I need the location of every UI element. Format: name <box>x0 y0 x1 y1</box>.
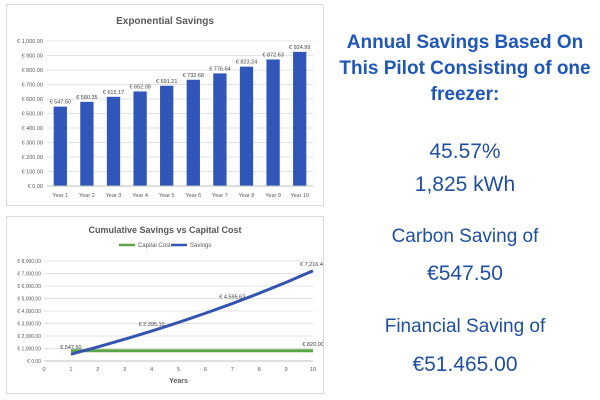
y-tick-label: € 800.00 <box>22 68 43 74</box>
x-tick-label: 8 <box>258 367 261 373</box>
y-tick-label: € 500.00 <box>22 112 43 118</box>
y-tick-label: € 600.00 <box>22 97 43 103</box>
x-tick-label: Year 3 <box>106 193 122 199</box>
x-tick-label: 7 <box>231 367 234 373</box>
y-tick-label: € 4,000.00 <box>17 309 41 315</box>
data-label: € 547.50 <box>60 345 81 351</box>
chart-title: Cumulative Savings vs Capital Cost <box>88 225 241 235</box>
y-tick-label: € 3,000.00 <box>17 322 41 328</box>
y-tick-label: € 400.00 <box>22 126 43 132</box>
x-tick-label: 10 <box>310 367 316 373</box>
data-label: € 691.21 <box>156 79 177 85</box>
x-tick-label: 0 <box>42 367 45 373</box>
y-tick-label: € 5,000.00 <box>17 297 41 303</box>
bar <box>80 101 94 186</box>
data-label: € 924.99 <box>289 45 310 51</box>
x-axis-label: Years <box>169 378 188 385</box>
bar <box>133 91 147 186</box>
cumulative-savings-chart: Cumulative Savings vs Capital Cost Capita… <box>6 216 326 394</box>
y-tick-label: € 200.00 <box>22 155 43 161</box>
data-label: € 652.08 <box>129 84 150 90</box>
x-tick-label: Year 2 <box>79 193 95 199</box>
x-tick-label: 3 <box>123 367 126 373</box>
legend-label: Savings <box>190 243 211 249</box>
y-tick-label: € 1,000.00 <box>17 347 41 353</box>
financial-saving-label: Financial Saving of <box>384 316 546 337</box>
x-tick-label: Year 10 <box>290 193 309 199</box>
energy-saving: 1,825 kWh <box>414 173 516 196</box>
series-line <box>70 269 314 356</box>
data-label: € 580.35 <box>76 95 97 101</box>
data-label: € 872.63 <box>262 52 283 58</box>
exponential-savings-chart: Exponential Savings € 0.00 € 100.00 € 200.0… <box>6 4 324 206</box>
summary-headline: Annual Savings Based On This Pilot Consi… <box>339 32 591 105</box>
x-tick-label: Year 7 <box>212 193 228 199</box>
legend-label: Capital Cost <box>138 243 171 249</box>
y-tick-label: € 6,000.00 <box>17 284 41 290</box>
line-chart-svg: Cumulative Savings vs Capital Cost Capita… <box>17 225 326 385</box>
carbon-saving-value: €547.50 <box>427 262 503 285</box>
x-tick-label: 6 <box>204 367 207 373</box>
bar <box>239 66 254 186</box>
data-label: € 4,595.63 <box>219 295 245 301</box>
bar <box>106 96 121 186</box>
y-tick-label: € 900.00 <box>22 54 43 60</box>
y-tick-label: € 2,000.00 <box>17 334 41 340</box>
data-label: € 7,216.49 <box>300 262 323 268</box>
bar-chart-svg: Exponential Savings € 0.00 € 100.00 € 200.0… <box>17 16 313 199</box>
x-tick-label: Year 5 <box>159 193 175 199</box>
x-tick-label: 4 <box>150 367 153 373</box>
financial-saving-value: €51.465.00 <box>412 353 518 376</box>
x-tick-label: Year 4 <box>132 193 148 199</box>
bar <box>293 51 307 186</box>
y-tick-label: € 700.00 <box>22 83 43 89</box>
y-tick-label: € 7,000.00 <box>17 272 41 278</box>
y-tick-label: € 0.00 <box>28 184 43 190</box>
chart-title: Exponential Savings <box>116 16 214 27</box>
x-tick-label: 9 <box>285 367 288 373</box>
y-tick-label: € 100.00 <box>22 170 43 176</box>
bar <box>213 73 227 186</box>
y-tick-label: € 8,000.00 <box>17 259 41 265</box>
savings-percent: 45.57% <box>429 140 501 163</box>
carbon-saving-label: Carbon Saving of <box>391 226 539 247</box>
x-tick-label: Year 6 <box>185 193 201 199</box>
y-tick-label: € 300.00 <box>22 141 43 147</box>
x-tick-label: Year 9 <box>265 193 281 199</box>
x-tick-label: 1 <box>69 367 72 373</box>
bar <box>266 59 280 186</box>
data-label: € 2,395.10 <box>139 322 165 328</box>
data-label: € 547.50 <box>50 100 71 106</box>
bar <box>186 79 200 186</box>
data-label: € 615.17 <box>103 90 124 96</box>
summary-panel: Annual Savings Based On This Pilot Consi… <box>330 0 600 400</box>
x-tick-label: Year 1 <box>52 193 68 199</box>
data-label: € 776.64 <box>209 66 230 72</box>
bar <box>160 85 174 186</box>
x-tick-label: 5 <box>177 367 180 373</box>
x-tick-label: Year 8 <box>239 193 255 199</box>
data-label: € 823.24 <box>236 60 257 66</box>
y-tick-label: € 1,000.00 <box>17 39 43 45</box>
data-label: € 732.68 <box>183 73 204 79</box>
x-tick-label: 2 <box>96 367 99 373</box>
y-tick-label: € 0.00 <box>27 359 41 365</box>
data-label: € 820.00 <box>302 342 323 348</box>
bar <box>53 106 67 186</box>
